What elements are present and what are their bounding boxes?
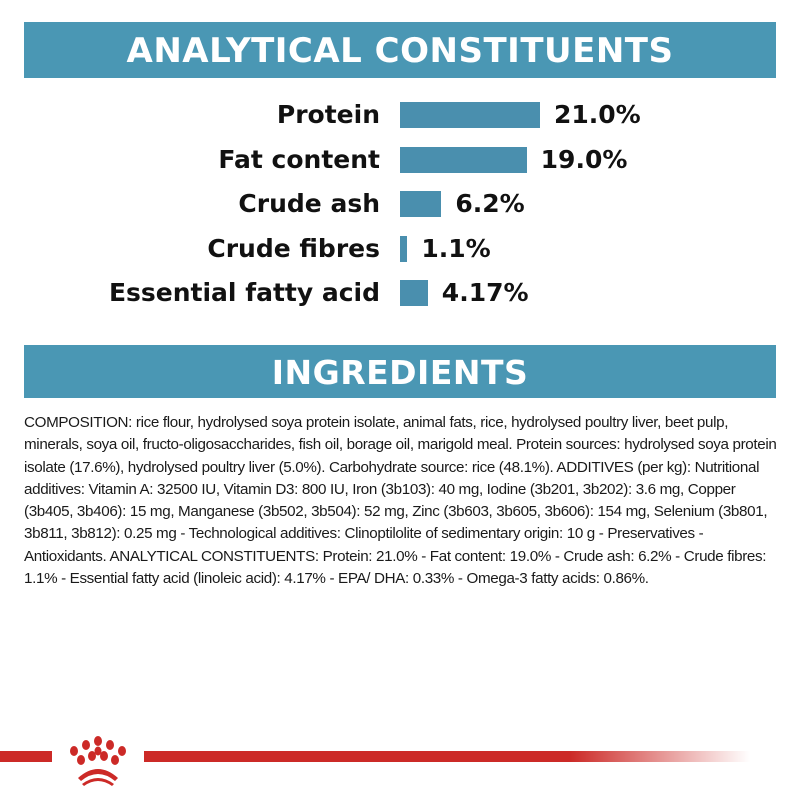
constituent-bar: [400, 146, 527, 173]
constituent-row: Essential fatty acid 4.17%: [0, 278, 800, 308]
ingredients-text: COMPOSITION: rice flour, hydrolysed soya…: [24, 414, 777, 588]
constituent-label: Essential fatty acid: [108, 278, 380, 307]
constituent-row: Crude fibres 1.1%: [0, 234, 800, 264]
ingredients-heading: INGREDIENTS: [24, 345, 776, 398]
constituent-bar: [400, 280, 428, 306]
constituent-row: Protein 21.0%: [0, 100, 800, 130]
constituent-label: Protein: [276, 100, 380, 129]
constituent-label: Crude fibres: [207, 233, 380, 263]
constituent-label: Fat content: [218, 144, 380, 174]
constituent-bar: [400, 235, 408, 262]
constituent-value: 1.1%: [421, 233, 491, 263]
constituent-bar: [400, 191, 442, 217]
constituent-label: Crude ash: [238, 189, 380, 218]
constituent-row: Fat content 19.0%: [0, 145, 800, 175]
analytical-constituents-heading: ANALYTICAL CONSTITUENTS: [24, 22, 776, 78]
constituent-bar: [400, 102, 540, 128]
crown-logo-icon: [52, 732, 144, 792]
constituent-value: 6.2%: [455, 189, 525, 218]
brand-red-line: [0, 751, 750, 762]
constituent-value: 4.17%: [441, 278, 529, 307]
constituent-value: 21.0%: [554, 100, 641, 129]
constituent-value: 19.0%: [540, 144, 628, 174]
constituent-row: Crude ash 6.2%: [0, 189, 800, 219]
